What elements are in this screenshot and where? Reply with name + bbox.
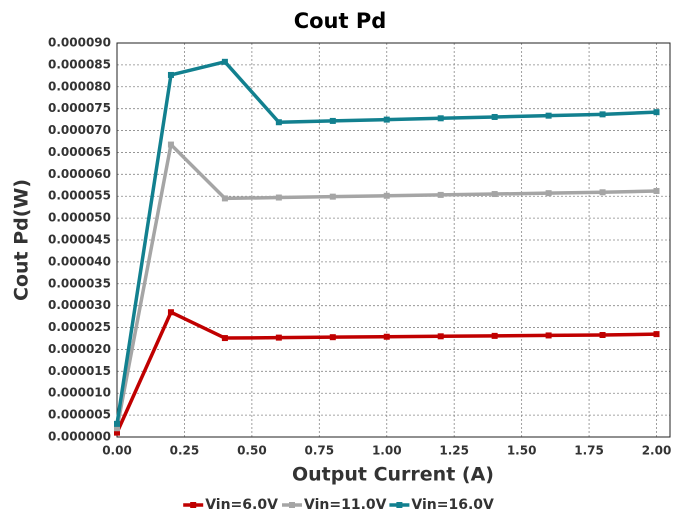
point (167, 309, 174, 316)
y-tick-label: 0.000005 (48, 408, 111, 422)
point (275, 119, 282, 126)
point (167, 71, 174, 78)
x-tick-label: 1.75 (574, 444, 604, 458)
x-tick-label: 0.50 (237, 444, 267, 458)
point (114, 429, 120, 436)
point (599, 111, 606, 118)
y-tick-label: 0.000065 (48, 145, 111, 159)
point (114, 420, 120, 427)
x-tick-label: 1.50 (507, 444, 537, 458)
point (167, 141, 174, 148)
point (383, 116, 390, 123)
point (545, 332, 552, 339)
y-tick-label: 0.000085 (48, 57, 111, 71)
point (599, 189, 606, 196)
x-tick-label: 2.00 (642, 444, 672, 458)
point (437, 115, 444, 122)
plot-frame (116, 42, 671, 438)
point (221, 335, 228, 342)
point (653, 109, 660, 116)
point (114, 425, 120, 432)
legend-label: Vin=6.0V (205, 497, 278, 513)
point (653, 187, 660, 194)
legend-label: Vin=16.0V (411, 497, 494, 513)
point (491, 191, 498, 198)
y-tick-label: 0.000060 (48, 167, 111, 181)
point (437, 333, 444, 340)
point (437, 191, 444, 198)
y-tick-label: 0.000090 (48, 36, 111, 50)
x-tick-label: 0.00 (102, 444, 132, 458)
x-axis-label: Output Current (A) (292, 464, 494, 486)
y-tick-label: 0.000010 (48, 386, 111, 400)
y-tick-label: 0.000075 (48, 101, 111, 115)
x-tick-label: 1.25 (439, 444, 469, 458)
y-tick-label: 0.000035 (48, 276, 111, 290)
legend-marker (289, 502, 295, 508)
y-tick-label: 0.000015 (48, 364, 111, 378)
point (491, 332, 498, 339)
y-tick-label: 0.000000 (48, 430, 111, 444)
legend-marker (396, 502, 403, 508)
point (221, 58, 228, 65)
y-tick-label: 0.000040 (48, 254, 111, 268)
y-tick-label: 0.000070 (48, 123, 111, 137)
y-tick-label: 0.000020 (48, 342, 111, 356)
point (383, 333, 390, 340)
point (599, 331, 606, 338)
y-tick-label: 0.000045 (48, 233, 111, 247)
chart-title: Cout Pd (294, 9, 387, 33)
x-tick-label: 0.75 (305, 444, 335, 458)
y-tick-label: 0.000025 (48, 320, 111, 334)
point (545, 190, 552, 197)
point (329, 117, 336, 124)
y-tick-label: 0.000080 (48, 79, 111, 93)
y-tick-label: 0.000030 (48, 298, 111, 312)
point (221, 195, 228, 202)
y-tick-label: 0.000050 (48, 211, 111, 225)
point (329, 334, 336, 341)
point (653, 331, 660, 338)
point (383, 192, 390, 199)
legend-marker (190, 502, 197, 508)
point (275, 194, 282, 201)
x-tick-label: 0.25 (170, 444, 200, 458)
legend-label: Vin=11.0V (304, 497, 387, 513)
point (329, 193, 336, 200)
x-tick-label: 1.00 (372, 444, 402, 458)
point (491, 113, 498, 120)
point (545, 112, 552, 119)
y-axis-label: Cout Pd(W) (11, 179, 33, 301)
y-tick-label: 0.000055 (48, 189, 111, 203)
point (275, 334, 282, 341)
